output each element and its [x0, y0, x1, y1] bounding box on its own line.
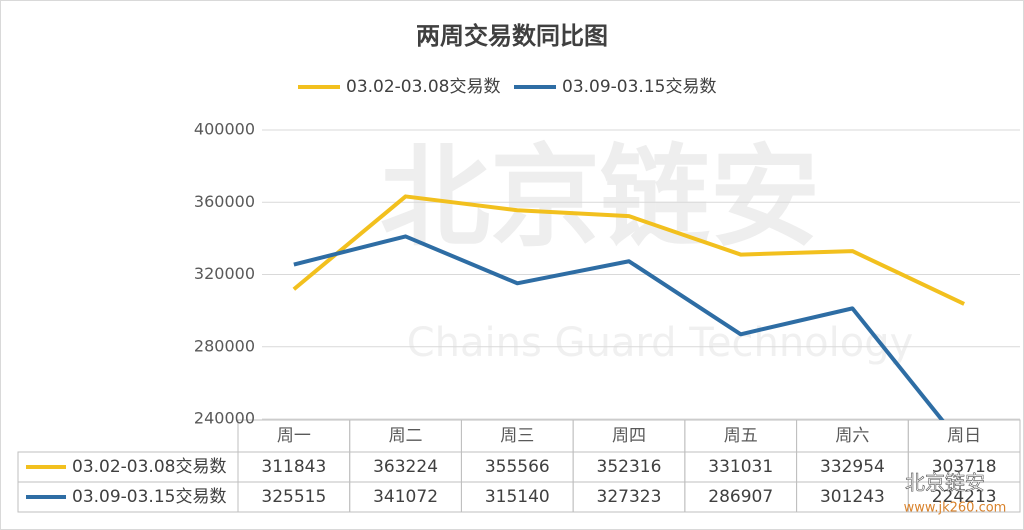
x-tick-label: 周日 [947, 426, 981, 446]
watermark: 北京链安 [380, 133, 820, 261]
table-value: 286907 [708, 487, 773, 507]
y-tick-label: 280000 [194, 336, 255, 355]
y-tick-label: 400000 [194, 120, 255, 139]
table-value: 315140 [485, 487, 550, 507]
table-cell [17, 481, 1021, 513]
table-value: 352316 [597, 457, 662, 477]
table-value: 301243 [820, 487, 885, 507]
footer-url: www.jk260.com [904, 501, 1007, 516]
table-series-name: 03.09-03.15交易数 [72, 487, 226, 507]
legend-label: 03.02-03.08交易数 [346, 77, 500, 97]
series-line [293, 234, 945, 420]
x-tick-label: 周六 [835, 426, 869, 446]
table-value: 355566 [485, 457, 550, 477]
table-value: 332954 [820, 457, 885, 477]
table-value: 325515 [261, 487, 326, 507]
table-value: 341072 [373, 487, 438, 507]
y-tick-label: 240000 [194, 409, 255, 428]
table-value: 327323 [597, 487, 662, 507]
legend-label: 03.09-03.15交易数 [562, 77, 716, 97]
x-tick-label: 周三 [500, 426, 534, 446]
table-value: 303718 [932, 457, 997, 477]
table-value: 331031 [708, 457, 773, 477]
table-value: 363224 [373, 457, 438, 477]
chart-title: 两周交易数同比图 [416, 22, 608, 50]
series-line [292, 194, 965, 306]
table-value: 311843 [261, 457, 326, 477]
table-series-name: 03.02-03.08交易数 [72, 457, 226, 477]
x-tick-label: 周二 [389, 426, 423, 446]
legend: 03.02-03.08交易数 03.09-03.15交易数 [298, 77, 716, 97]
x-tick-label: 周五 [724, 426, 758, 446]
table-value: 224213 [932, 487, 997, 507]
y-tick-label: 360000 [194, 192, 255, 211]
x-tick-label: 周四 [612, 426, 646, 446]
footer-logo: 北京链安 [905, 471, 985, 495]
watermark-en: Chains Guard Technology [407, 320, 914, 366]
data-table: 周一 周二 周三 周四 周五 周六 周日 03.02-03.08交易数 311843 363224… [17, 419, 1021, 513]
x-tick-label: 周一 [277, 426, 311, 446]
y-tick-label: 320000 [194, 264, 255, 283]
